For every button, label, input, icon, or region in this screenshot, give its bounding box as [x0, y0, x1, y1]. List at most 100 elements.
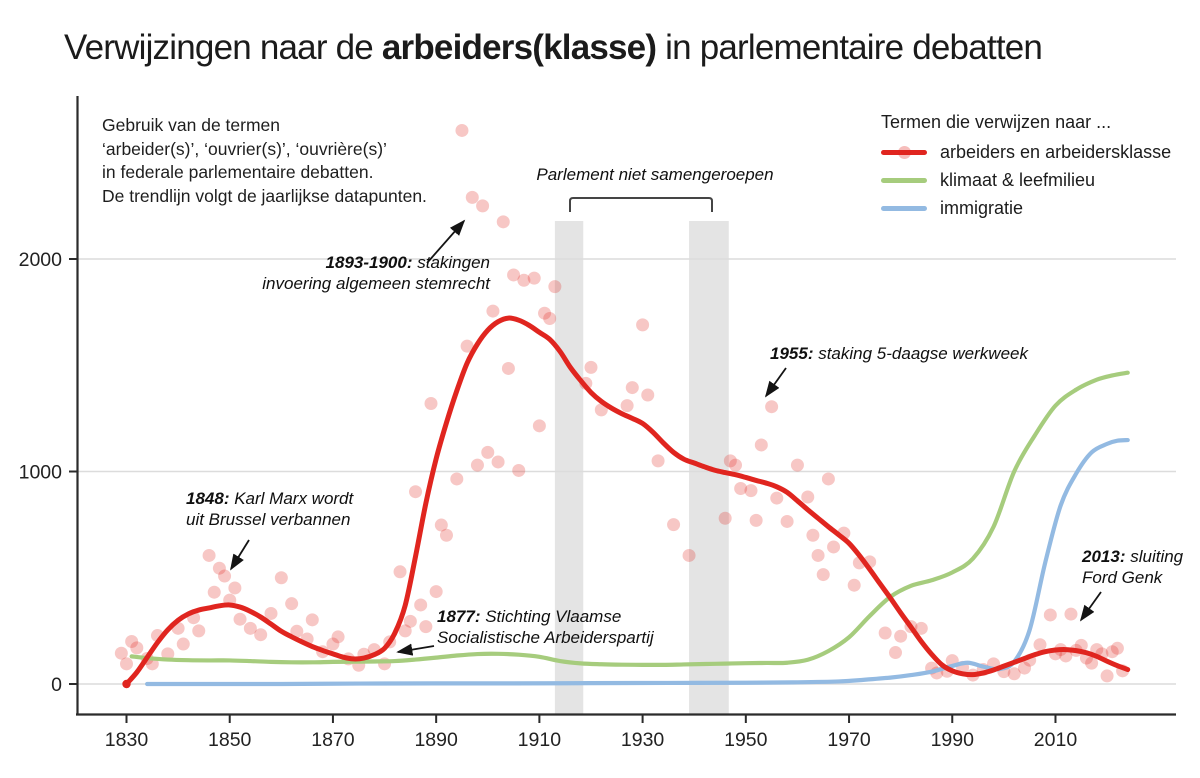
- scatter-point: [847, 578, 861, 592]
- chart-subtitle: Gebruik van de termen ‘arbeider(s)’, ‘ou…: [102, 114, 427, 208]
- scatter-point: [1064, 607, 1078, 621]
- scatter-point: [801, 490, 815, 504]
- scatter-point: [264, 606, 278, 620]
- scatter-point: [326, 637, 340, 651]
- scatter-point: [548, 280, 562, 294]
- scatter-point: [409, 485, 423, 499]
- x-tick-label-1830: 1830: [105, 729, 149, 751]
- scatter-point: [821, 472, 835, 486]
- scatter-point: [254, 628, 268, 642]
- scatter-point: [460, 339, 474, 353]
- annotation-arrow-4: [764, 367, 787, 398]
- scatter-point: [501, 361, 515, 375]
- annotation-1848-marx: 1848: Karl Marx wordt uit Brussel verban…: [186, 489, 354, 529]
- scatter-point: [718, 511, 732, 525]
- scatter-point: [465, 190, 479, 204]
- scatter-point: [491, 455, 505, 469]
- legend-swatch-klimaat: [881, 177, 927, 183]
- scatter-point: [811, 548, 825, 562]
- title-prefix: Verwijzingen naar de: [64, 28, 382, 67]
- trend-line-klimaat: [129, 370, 1130, 668]
- red-series-start-dot: [122, 679, 131, 689]
- annotation-1955-staking: 1955: staking 5-daagse werkweek: [770, 344, 1028, 363]
- scatter-point: [274, 571, 288, 585]
- scatter-point: [723, 454, 737, 468]
- legend-label: immigratie: [940, 197, 1024, 218]
- scatter-point: [667, 518, 681, 532]
- annotation-1877-arbeiderspartij: 1877: Stichting Vlaamse Socialistische A…: [437, 607, 654, 647]
- shaded-band-1: [554, 221, 584, 714]
- title-bold-term: arbeiders(klasse): [381, 28, 657, 67]
- scatter-point: [1059, 649, 1073, 663]
- scatter-point: [728, 458, 742, 472]
- x-tick-label-2010: 2010: [1034, 729, 1078, 751]
- scatter-point: [527, 271, 541, 285]
- legend: Termen die verwijzen naar ... arbeiders …: [881, 112, 1171, 227]
- subtitle-line: Gebruik van de termen: [102, 115, 281, 135]
- scatter-point: [419, 620, 433, 634]
- scatter-point: [331, 630, 345, 644]
- y-tick-label-1000: 1000: [19, 462, 63, 484]
- x-tick-label-1970: 1970: [827, 729, 871, 751]
- subtitle-line: De trendlijn volgt de jaarlijkse datapun…: [102, 185, 427, 206]
- scatter-point: [651, 454, 665, 468]
- subtitle-line: ‘arbeider(s)’, ‘ouvrier(s)’, ‘ouvrière(s…: [102, 138, 387, 159]
- scatter-point: [114, 646, 128, 660]
- scatter-point: [914, 621, 928, 635]
- scatter-point: [538, 306, 552, 320]
- title-suffix: in parlementaire debatten: [656, 28, 1043, 67]
- scatter-point: [636, 318, 650, 332]
- scatter-point: [620, 399, 634, 413]
- scatter-point: [780, 514, 794, 528]
- scatter-point: [202, 548, 216, 562]
- scatter-point: [285, 597, 299, 611]
- legend-swatch-arbeiders: [881, 145, 927, 159]
- scatter-point: [439, 528, 453, 542]
- annotation-2013-ford-genk: 2013: sluiting Ford Genk: [1082, 547, 1184, 587]
- legend-item-immigratie: immigratie: [881, 197, 1171, 218]
- scatter-point: [512, 463, 526, 477]
- annotation-arrow-5: [1079, 591, 1102, 622]
- scatter-point: [161, 647, 175, 661]
- scatter-point: [486, 304, 500, 318]
- scatter-point: [507, 268, 521, 282]
- scatter-point: [888, 646, 902, 660]
- x-tick-label-1950: 1950: [724, 729, 768, 751]
- x-tick-label-1890: 1890: [414, 729, 458, 751]
- scatter-point: [641, 388, 655, 402]
- scatter-point: [744, 484, 758, 498]
- scatter-point: [130, 641, 144, 655]
- legend-item-klimaat: klimaat & leefmilieu: [881, 170, 1171, 190]
- scatter-point: [192, 624, 206, 638]
- legend-label: arbeiders en arbeidersklasse: [940, 141, 1172, 162]
- scatter-point: [1105, 645, 1119, 659]
- scatter-point: [1085, 656, 1099, 670]
- scatter-point: [393, 565, 407, 579]
- x-tick-label-1870: 1870: [311, 729, 355, 751]
- page-title: Verwijzingen naar de arbeiders(klasse) i…: [64, 28, 1043, 68]
- scatter-point: [894, 629, 908, 643]
- scatter-point: [878, 626, 892, 640]
- scatter-point: [532, 419, 546, 433]
- scatter-point: [765, 400, 779, 414]
- scatter-point: [455, 123, 469, 137]
- scatter-point: [1100, 669, 1114, 683]
- subtitle-line: in federale parlementaire debatten.: [102, 162, 374, 182]
- x-tick-label-1850: 1850: [208, 729, 252, 751]
- trend-line-arbeiders: [124, 315, 1131, 687]
- scatter-point: [450, 472, 464, 486]
- scatter-point: [754, 438, 768, 452]
- x-tick-label-1990: 1990: [931, 729, 975, 751]
- scatter-point: [517, 273, 531, 287]
- legend-swatch-immigratie: [881, 205, 927, 211]
- scatter-point: [403, 614, 417, 628]
- scatter-point: [543, 312, 557, 325]
- scatter-point: [125, 635, 139, 648]
- scatter-point: [682, 548, 696, 562]
- legend-title: Termen die verwijzen naar ...: [881, 112, 1112, 132]
- scatter-point: [470, 458, 484, 472]
- x-tick-label-1910: 1910: [518, 729, 562, 751]
- scatter-point: [496, 215, 510, 229]
- scatter-point: [120, 657, 133, 671]
